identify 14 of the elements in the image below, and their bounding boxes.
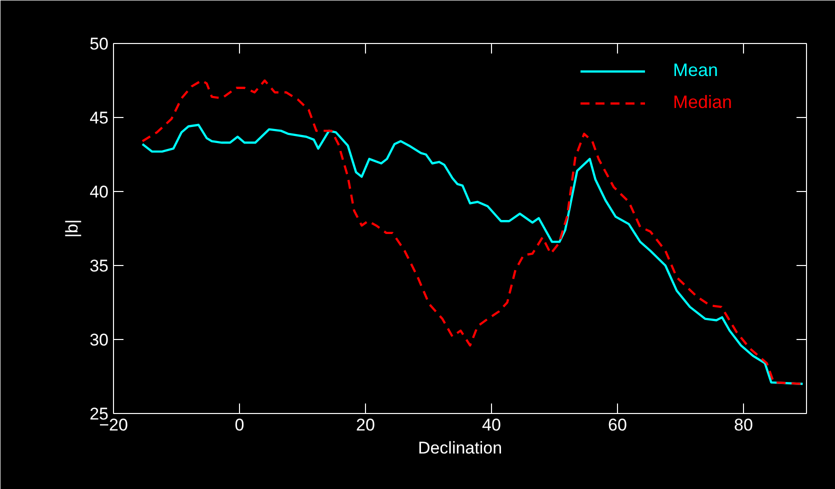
y-tick-label: 50 [90,34,109,54]
x-tick-label: 20 [356,416,375,434]
x-tick-label: 80 [734,416,753,434]
y-tick-label: 40 [90,182,109,202]
x-tick-label: 0 [234,416,244,434]
x-axis-title: Declination [418,438,502,458]
legend-label: Mean [673,60,718,81]
y-axis-title: |b| [62,219,82,238]
y-tick-label: 35 [90,256,109,276]
legend-label: Median [673,92,732,113]
x-tick-label: 40 [482,416,501,434]
y-tick-label: 30 [90,330,109,350]
y-tick-label: 45 [90,108,109,128]
x-tick-label: 60 [608,416,627,434]
